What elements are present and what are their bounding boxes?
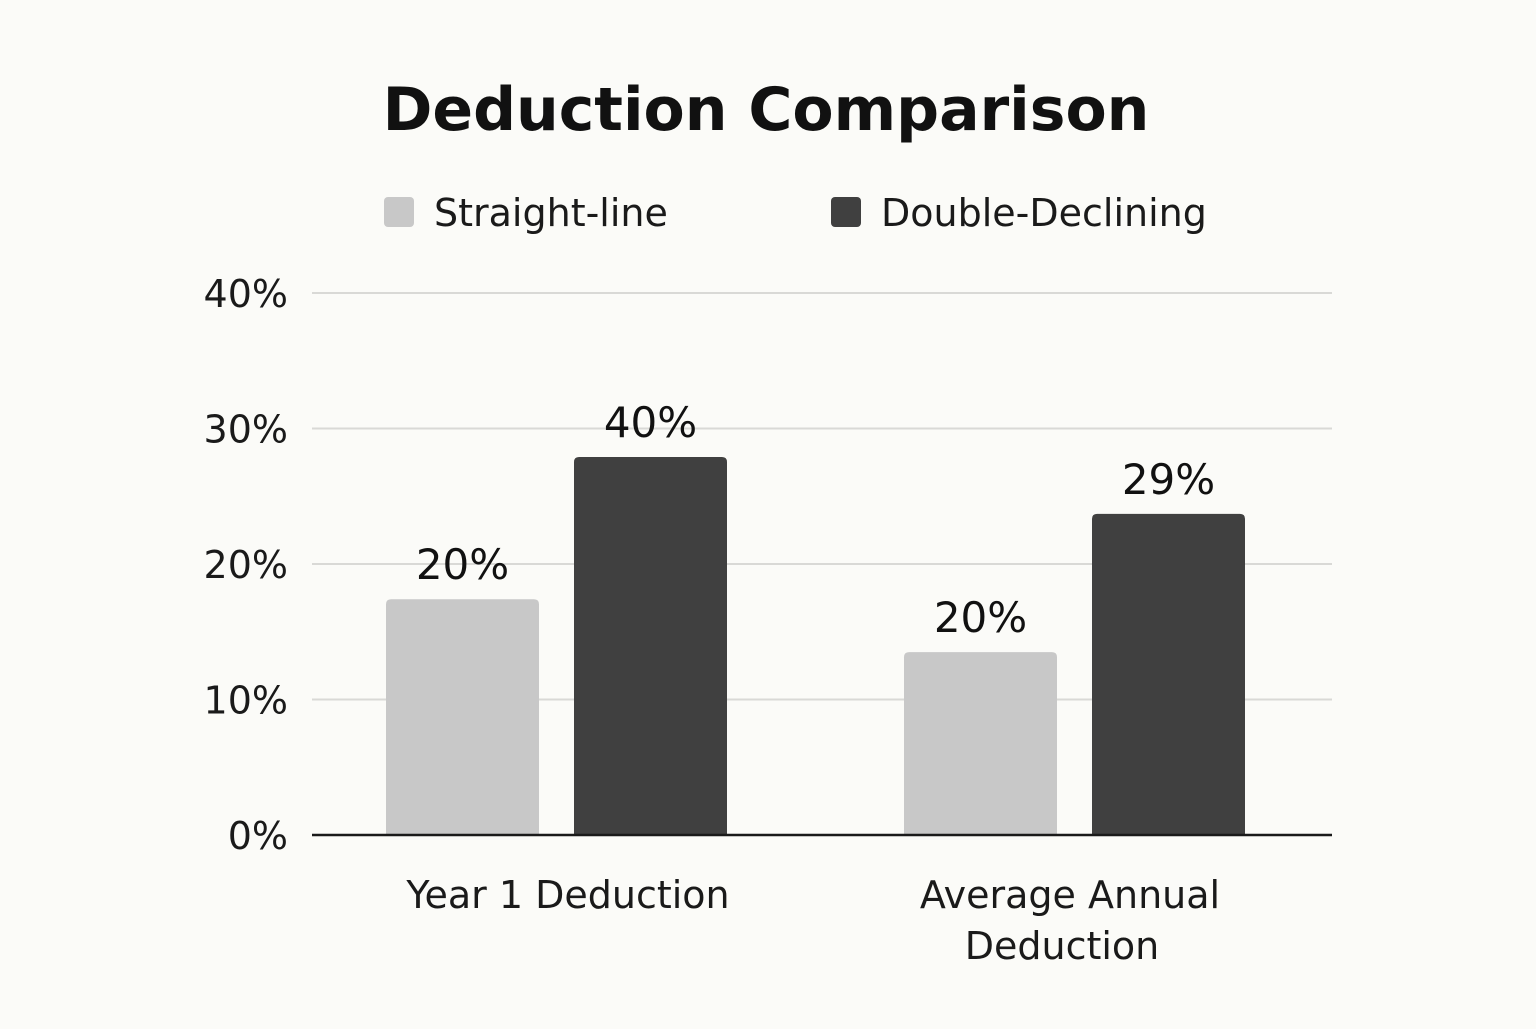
bars: [386, 456, 1245, 835]
x-axis-categories: Year 1 Deduction Average Annual Deduction: [405, 873, 1220, 968]
bar-double-declining-1: [1092, 513, 1245, 835]
legend-label: Double-Declining: [881, 191, 1207, 235]
y-tick-label: 30%: [204, 408, 288, 452]
data-label: 29%: [1122, 455, 1215, 504]
data-label: 20%: [934, 593, 1027, 642]
legend-label: Straight-line: [434, 191, 668, 235]
y-tick-label: 10%: [204, 679, 288, 723]
x-category-label: Average Annual Deduction: [920, 873, 1220, 968]
chart-title: Deduction Comparison: [383, 75, 1150, 145]
y-tick-label: 0%: [228, 814, 288, 858]
bar-straight-line-0: [386, 599, 539, 835]
legend: Straight-line Double-Declining: [384, 191, 1207, 235]
data-label: 40%: [604, 398, 697, 447]
y-axis-ticks: 0% 10% 20% 30% 40%: [204, 272, 288, 858]
x-category-label: Year 1 Deduction: [405, 873, 729, 917]
legend-swatch: [831, 197, 861, 227]
data-labels: 20% 40% 20% 29%: [416, 398, 1215, 642]
bar-double-declining-0: [574, 456, 727, 835]
data-label: 20%: [416, 540, 509, 589]
y-tick-label: 20%: [204, 543, 288, 587]
y-tick-label: 40%: [204, 272, 288, 316]
bar-straight-line-1: [904, 652, 1057, 835]
legend-swatch: [384, 197, 414, 227]
